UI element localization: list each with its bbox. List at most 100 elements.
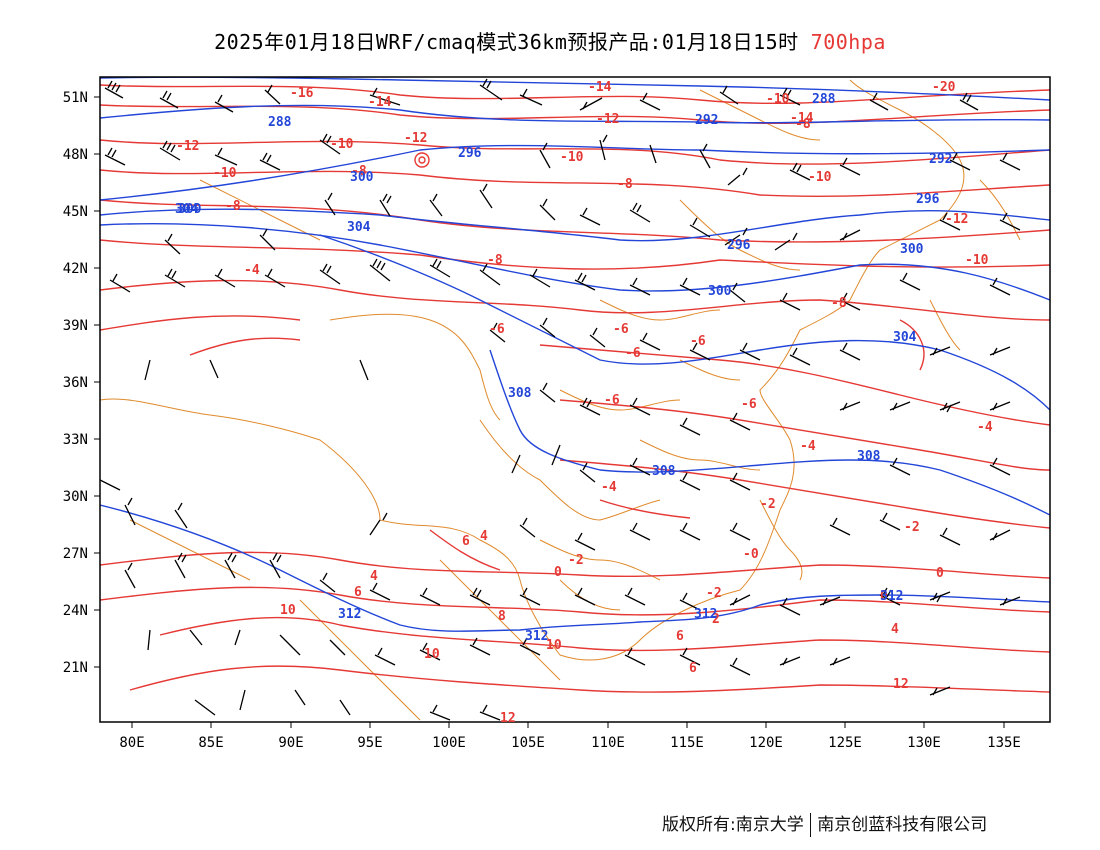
height-label: 312 bbox=[525, 629, 548, 644]
longitude-labels: 80E 85E 90E 95E 100E 105E 110E 115E 120E… bbox=[119, 735, 1021, 751]
height-label: 304 bbox=[347, 220, 371, 235]
temp-label: 4 bbox=[891, 622, 899, 637]
temp-label: 10 bbox=[280, 603, 296, 618]
height-label: 296 bbox=[458, 146, 482, 161]
lon-label-105e: 105E bbox=[511, 735, 545, 751]
height-label: 312 bbox=[694, 607, 717, 622]
title-text: 2025年01月18日WRF/cmaq模式36km预报产品:01月18日15时 bbox=[214, 30, 799, 54]
pressure-level-label: 700hpa bbox=[810, 30, 886, 54]
temp-label: -4 bbox=[977, 420, 993, 435]
lon-label-85e: 85E bbox=[198, 735, 223, 751]
temp-label: 10 bbox=[546, 638, 562, 653]
temp-label: -12 bbox=[404, 131, 427, 146]
height-label: 300 bbox=[708, 284, 732, 299]
temperature-contours bbox=[100, 84, 1050, 693]
temp-label: 0 bbox=[936, 566, 944, 581]
height-label: 304 bbox=[893, 330, 917, 345]
temp-label: 6 bbox=[689, 661, 697, 676]
lon-label-110e: 110E bbox=[591, 735, 625, 751]
lat-label-45n: 45N bbox=[63, 204, 88, 220]
temp-label: -8 bbox=[487, 253, 503, 268]
temp-label: -4 bbox=[601, 480, 617, 495]
height-label: 304 bbox=[175, 202, 199, 217]
footer: 版权所有:南京大学 南京创蓝科技有限公司 bbox=[662, 810, 987, 837]
lat-label-21n: 21N bbox=[63, 660, 88, 676]
temp-label: -16 bbox=[290, 86, 314, 101]
temp-label: -0 bbox=[743, 547, 759, 562]
temp-label: 0 bbox=[880, 589, 888, 604]
temp-label: -20 bbox=[932, 80, 956, 95]
longitude-axis bbox=[131, 722, 1005, 728]
temp-label: -6 bbox=[613, 322, 629, 337]
height-label: 300 bbox=[900, 242, 924, 257]
temp-label: 6 bbox=[462, 534, 470, 549]
lon-label-120e: 120E bbox=[749, 735, 783, 751]
temp-label: -10 bbox=[766, 92, 790, 107]
temp-label: -2 bbox=[706, 586, 722, 601]
temp-label: 12 bbox=[500, 711, 516, 726]
temp-label: -2 bbox=[568, 553, 584, 568]
height-label: 312 bbox=[338, 607, 361, 622]
temp-label: 12 bbox=[893, 677, 909, 692]
temp-label: -4 bbox=[244, 263, 260, 278]
height-label: 296 bbox=[727, 238, 751, 253]
lat-label-33n: 33N bbox=[63, 432, 88, 448]
temp-label: -12 bbox=[945, 212, 968, 227]
copyright-text: 版权所有:南京大学 bbox=[662, 815, 804, 835]
lat-label-51n: 51N bbox=[63, 90, 88, 106]
lat-label-30n: 30N bbox=[63, 489, 88, 505]
height-labels: 288 288 292 296 292 300 296 296 300 300 … bbox=[175, 92, 952, 644]
temp-label: -8 bbox=[617, 177, 633, 192]
height-label: 288 bbox=[812, 92, 836, 107]
temp-label: -8 bbox=[351, 164, 367, 179]
temp-label: -8 bbox=[831, 296, 847, 311]
temp-label: -12 bbox=[596, 112, 619, 127]
lon-label-135e: 135E bbox=[987, 735, 1021, 751]
lat-label-24n: 24N bbox=[63, 603, 88, 619]
lat-label-39n: 39N bbox=[63, 318, 88, 334]
temp-label: 2 bbox=[712, 612, 720, 627]
company-text: 南京创蓝科技有限公司 bbox=[817, 815, 988, 835]
temp-label: -6 bbox=[625, 346, 641, 361]
temp-label: -6 bbox=[489, 322, 505, 337]
latitude-axis bbox=[94, 96, 100, 668]
lon-label-90e: 90E bbox=[278, 735, 303, 751]
lon-label-100e: 100E bbox=[432, 735, 466, 751]
temp-label: 10 bbox=[424, 647, 440, 662]
temp-label: -10 bbox=[213, 166, 237, 181]
lon-label-125e: 125E bbox=[828, 735, 862, 751]
lon-label-115e: 115E bbox=[670, 735, 704, 751]
height-label: 292 bbox=[695, 113, 718, 128]
height-label: 292 bbox=[929, 152, 952, 167]
lat-label-27n: 27N bbox=[63, 546, 88, 562]
temp-label: 6 bbox=[354, 585, 362, 600]
temp-label: -6 bbox=[690, 334, 706, 349]
temp-label: 4 bbox=[370, 569, 378, 584]
temp-label: -8 bbox=[795, 117, 811, 132]
latitude-labels: 51N 48N 45N 42N 39N 36N 33N 30N 27N 24N … bbox=[63, 90, 88, 676]
temp-label: -12 bbox=[176, 139, 199, 154]
wind-barbs bbox=[100, 78, 1021, 721]
temp-label: -14 bbox=[588, 80, 612, 95]
temperature-labels: -16 -14 -14 -20 -10 -14 -12 -12 -10 -12 … bbox=[176, 80, 993, 726]
height-label: 300 bbox=[178, 202, 202, 217]
lon-label-95e: 95E bbox=[357, 735, 382, 751]
temp-label: 8 bbox=[498, 609, 506, 624]
plot-frame bbox=[99, 76, 1051, 723]
height-label: 312 bbox=[880, 589, 903, 604]
lon-label-130e: 130E bbox=[907, 735, 941, 751]
temp-label: -14 bbox=[368, 95, 392, 110]
temp-label: 4 bbox=[480, 529, 488, 544]
height-label: 308 bbox=[652, 464, 676, 479]
temp-label: -8 bbox=[225, 199, 241, 214]
height-label: 296 bbox=[916, 192, 940, 207]
lat-label-36n: 36N bbox=[63, 375, 88, 391]
lon-label-80e: 80E bbox=[119, 735, 144, 751]
height-label: 288 bbox=[268, 115, 292, 130]
temp-label: -10 bbox=[808, 170, 832, 185]
footer-divider bbox=[809, 813, 812, 837]
temp-label: -4 bbox=[800, 439, 816, 454]
lat-label-48n: 48N bbox=[63, 147, 88, 163]
temp-label: -10 bbox=[330, 137, 354, 152]
